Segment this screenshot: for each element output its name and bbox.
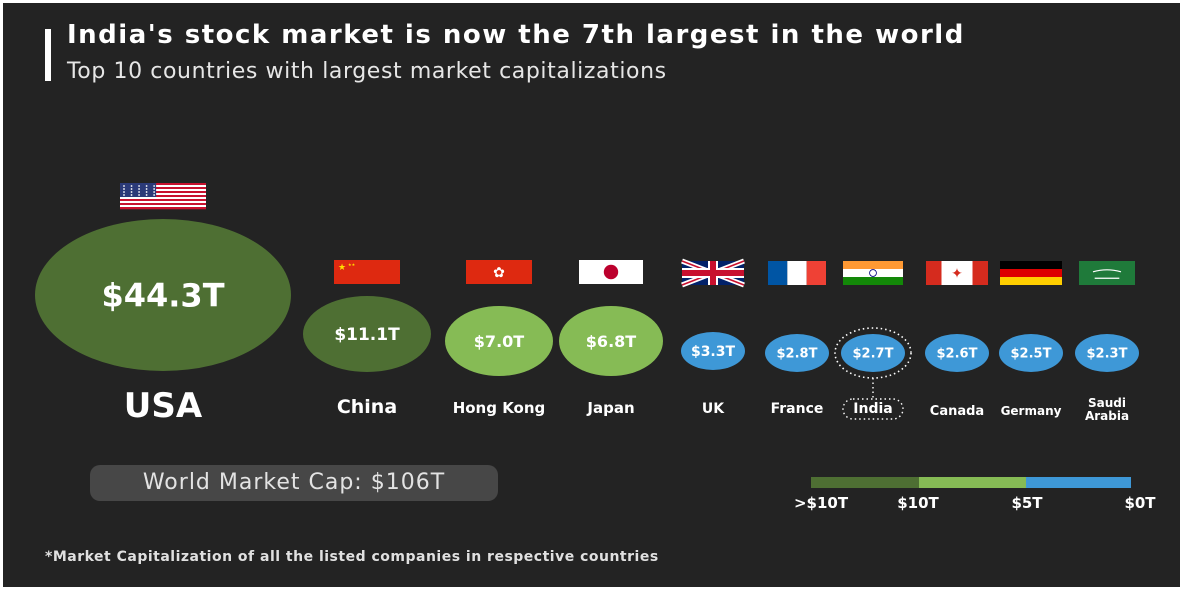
bubble-france — [765, 334, 829, 372]
value-label-usa: $44.3T — [101, 277, 224, 315]
value-label-uk: $3.3T — [691, 344, 736, 360]
country-label-usa: USA — [124, 386, 203, 426]
canada-flag-icon: ✦ — [926, 261, 988, 285]
france-flag-icon — [768, 261, 826, 285]
title-accent-bar — [45, 29, 51, 81]
value-label-japan: $6.8T — [586, 332, 636, 351]
footnote: *Market Capitalization of all the listed… — [45, 549, 659, 565]
page-subtitle: Top 10 countries with largest market cap… — [67, 59, 667, 84]
country-label-germany: Germany — [1001, 404, 1062, 418]
bubble-hong-kong — [445, 306, 553, 376]
svg-text:✿: ✿ — [493, 265, 505, 281]
japan-flag-icon — [579, 260, 643, 284]
bubble-japan — [559, 306, 663, 376]
bubble-usa — [35, 219, 291, 371]
country-label-canada: Canada — [930, 404, 984, 419]
scale-label-4: $0T — [1124, 494, 1156, 512]
hong-kong-flag-icon: ✿ — [466, 260, 532, 284]
value-label-india: $2.7T — [853, 347, 894, 362]
value-label-hong-kong: $7.0T — [474, 332, 524, 351]
country-label-france: France — [771, 401, 824, 417]
bubble-canada — [925, 334, 989, 372]
bubble-chart: $44.3T USA ★ ★★ $11.1T China ✿ $7.0T Hong Kong $6… — [35, 183, 1156, 512]
country-label-hong-kong: Hong Kong — [453, 399, 546, 417]
highlight-label-frame — [842, 398, 904, 420]
value-label-france: $2.8T — [777, 347, 818, 362]
svg-text:✦: ✦ — [951, 266, 963, 282]
scale-band-1 — [811, 477, 919, 488]
bubble-germany — [999, 334, 1063, 372]
value-label-canada: $2.6T — [937, 347, 978, 362]
scale-band-2 — [919, 477, 1026, 488]
infographic-panel: India's stock market is now the 7th larg… — [3, 3, 1180, 587]
page-title: India's stock market is now the 7th larg… — [67, 20, 965, 50]
svg-text:★★: ★★ — [348, 262, 356, 267]
china-flag-icon: ★ ★★ — [334, 260, 400, 284]
country-label-saudi-arabia-2: Arabia — [1085, 409, 1129, 423]
bubble-india — [841, 334, 905, 372]
world-market-cap-badge: World Market Cap: $106T — [90, 465, 498, 501]
germany-flag-icon — [1000, 261, 1062, 285]
value-label-saudi-arabia: $2.3T — [1087, 347, 1128, 362]
svg-text:★: ★ — [338, 263, 346, 273]
scale-band-3 — [1026, 477, 1131, 488]
value-label-germany: $2.5T — [1011, 347, 1052, 362]
india-flag-icon — [843, 261, 903, 285]
scale-label-3: $5T — [1011, 494, 1043, 512]
country-label-india: India — [853, 401, 892, 417]
country-label-uk: UK — [702, 401, 725, 417]
country-label-saudi-arabia-1: Saudi — [1088, 396, 1126, 410]
usa-flag-icon — [120, 183, 206, 210]
value-label-china: $11.1T — [334, 325, 400, 345]
uk-flag-icon — [681, 258, 745, 288]
bubble-saudi-arabia — [1075, 334, 1139, 372]
country-label-china: China — [337, 396, 397, 418]
bubble-uk — [681, 332, 745, 370]
scale-label-2: $10T — [897, 494, 939, 512]
country-label-japan: Japan — [586, 399, 634, 417]
bubble-china — [303, 296, 431, 372]
scale-label-1: >$10T — [794, 494, 849, 512]
saudi-arabia-flag-icon — [1079, 261, 1135, 285]
